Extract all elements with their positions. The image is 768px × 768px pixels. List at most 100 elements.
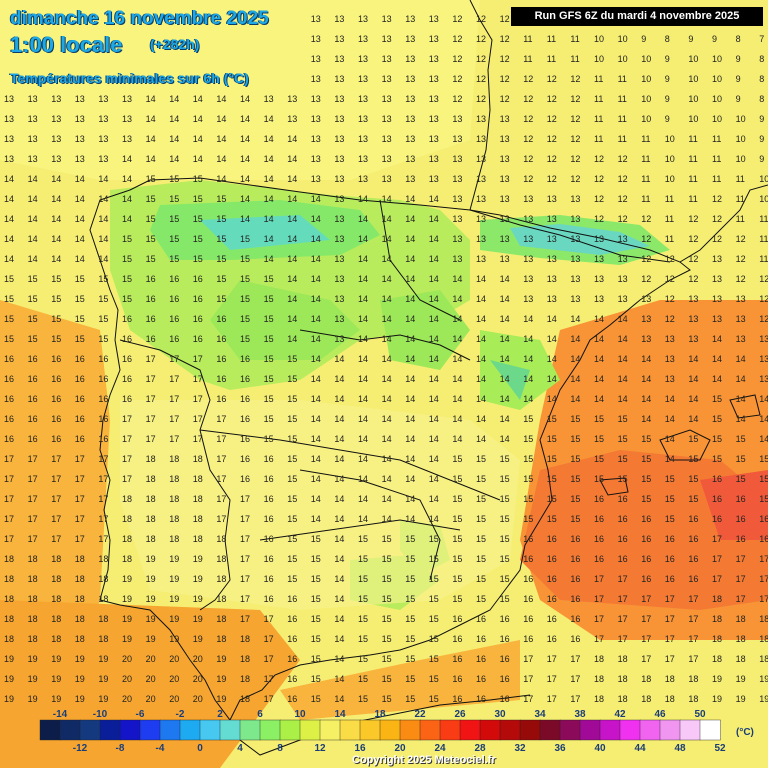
grid-value: 19 (4, 654, 14, 664)
grid-value: 13 (334, 134, 344, 144)
grid-value: 16 (240, 394, 250, 404)
grid-value: 16 (287, 634, 297, 644)
grid-value: 14 (382, 454, 392, 464)
grid-value: 20 (169, 654, 179, 664)
grid-value: 16 (98, 374, 108, 384)
grid-value: 14 (146, 94, 156, 104)
grid-value: 15 (311, 654, 321, 664)
legend-swatch (359, 719, 381, 741)
grid-value: 15 (476, 514, 486, 524)
grid-value: 15 (311, 554, 321, 564)
grid-value: 16 (240, 374, 250, 384)
grid-value: 13 (429, 174, 439, 184)
grid-value: 16 (264, 594, 274, 604)
grid-value: 15 (28, 274, 38, 284)
legend-swatch (219, 719, 241, 741)
grid-value: 13 (429, 14, 439, 24)
grid-value: 15 (75, 274, 85, 284)
grid-value: 16 (240, 474, 250, 484)
grid-value: 20 (122, 674, 132, 684)
grid-value: 14 (452, 394, 462, 404)
grid-value: 15 (641, 494, 651, 504)
grid-value: 17 (264, 674, 274, 684)
grid-value: 13 (122, 94, 132, 104)
grid-value: 13 (429, 54, 439, 64)
grid-value: 15 (641, 454, 651, 464)
grid-value: 15 (500, 514, 510, 524)
grid-value: 14 (264, 254, 274, 264)
grid-value: 19 (193, 634, 203, 644)
grid-value: 16 (500, 654, 510, 664)
grid-value: 14 (98, 174, 108, 184)
grid-value: 10 (688, 94, 698, 104)
grid-value: 14 (28, 214, 38, 224)
grid-value: 9 (665, 54, 670, 64)
grid-value: 15 (523, 494, 533, 504)
grid-value: 14 (405, 194, 415, 204)
grid-value: 16 (618, 514, 628, 524)
grid-value: 12 (452, 34, 462, 44)
grid-value: 13 (405, 94, 415, 104)
grid-value: 14 (28, 174, 38, 184)
grid-value: 12 (452, 74, 462, 84)
grid-value: 16 (51, 434, 61, 444)
grid-value: 17 (618, 634, 628, 644)
grid-value: 13 (500, 254, 510, 264)
grid-value: 13 (405, 114, 415, 124)
grid-value: 17 (98, 474, 108, 484)
grid-value: 11 (594, 114, 603, 124)
grid-value: 14 (358, 454, 368, 464)
grid-value: 15 (382, 594, 392, 604)
grid-value: 14 (334, 434, 344, 444)
grid-value: 15 (452, 594, 462, 604)
grid-value: 13 (75, 154, 85, 164)
grid-value: 13 (358, 74, 368, 84)
grid-value: 13 (594, 294, 604, 304)
grid-value: 13 (334, 114, 344, 124)
grid-value: 14 (334, 494, 344, 504)
grid-value: 12 (570, 114, 580, 124)
grid-value: 13 (570, 274, 580, 284)
grid-value: 15 (169, 174, 179, 184)
legend-tick-label: 40 (594, 743, 606, 754)
forecast-time-title: 1:00 locale (10, 32, 123, 57)
grid-value: 13 (382, 174, 392, 184)
grid-value: 14 (476, 374, 486, 384)
legend-tick-label: 16 (354, 743, 366, 754)
grid-value: 17 (759, 594, 768, 604)
grid-value: 13 (311, 134, 321, 144)
legend-swatch (279, 719, 301, 741)
grid-value: 17 (146, 394, 156, 404)
grid-value: 15 (429, 534, 439, 544)
grid-value: 18 (618, 694, 628, 704)
grid-value: 13 (712, 254, 722, 264)
grid-value: 18 (736, 634, 746, 644)
grid-value: 13 (736, 294, 746, 304)
grid-value: 17 (169, 354, 179, 364)
grid-value: 15 (240, 294, 250, 304)
grid-value: 14 (311, 374, 321, 384)
grid-value: 14 (665, 434, 675, 444)
grid-value: 13 (547, 294, 557, 304)
grid-value: 17 (736, 594, 746, 604)
grid-value: 19 (193, 554, 203, 564)
grid-value: 19 (169, 634, 179, 644)
grid-value: 19 (4, 674, 14, 684)
grid-value: 14 (452, 434, 462, 444)
legend-swatch (299, 719, 321, 741)
grid-value: 16 (98, 414, 108, 424)
grid-value: 13 (358, 34, 368, 44)
grid-value: 14 (358, 474, 368, 484)
legend-tick-label: 44 (634, 743, 646, 754)
grid-value: 15 (193, 254, 203, 264)
legend-swatch (319, 719, 341, 741)
grid-value: 17 (216, 474, 226, 484)
grid-value: 15 (594, 414, 604, 424)
grid-value: 14 (500, 394, 510, 404)
grid-value: 15 (264, 374, 274, 384)
grid-value: 14 (712, 334, 722, 344)
grid-value: 15 (570, 414, 580, 424)
grid-value: 13 (334, 234, 344, 244)
grid-value: 10 (688, 114, 698, 124)
grid-value: 12 (523, 114, 533, 124)
